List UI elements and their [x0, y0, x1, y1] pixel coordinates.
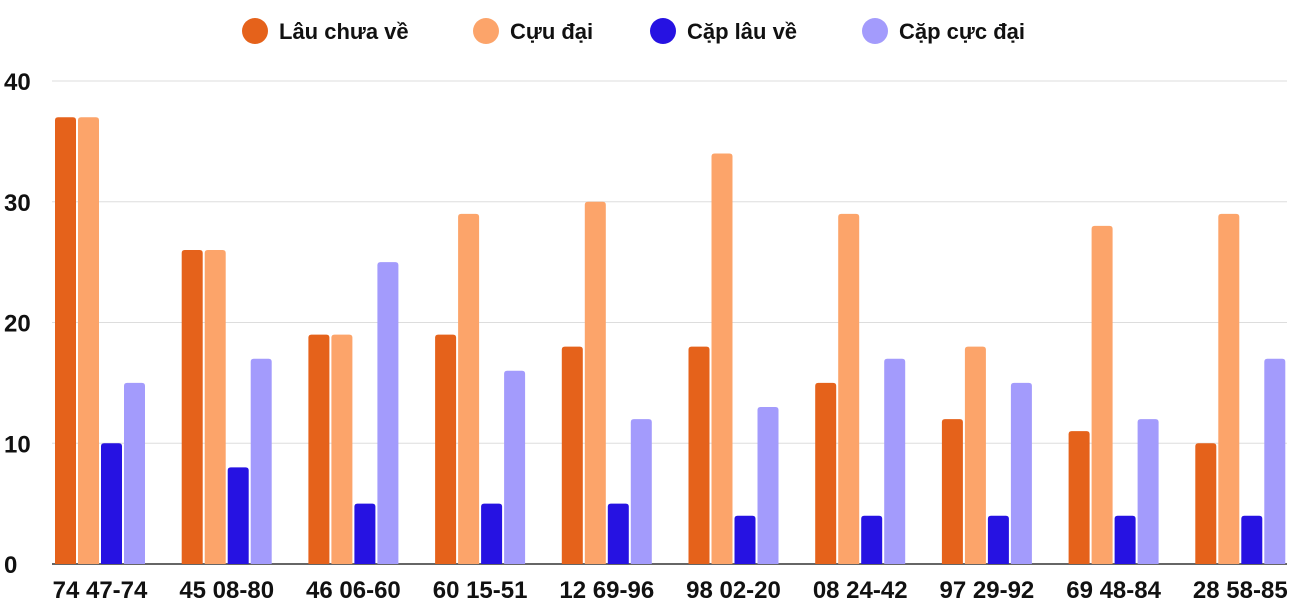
- x-tick-label: 97 29-92: [940, 577, 1035, 600]
- bar: [250, 358, 272, 564]
- bar: [584, 201, 606, 564]
- y-tick-label: 40: [4, 69, 31, 96]
- bar: [630, 419, 652, 564]
- bar: [688, 346, 710, 564]
- legend-label: Lâu chưa về: [279, 19, 409, 44]
- bar: [204, 250, 226, 565]
- y-tick-label: 0: [4, 552, 17, 579]
- bar-group: [308, 262, 399, 564]
- x-tick-label: 08 24-42: [813, 577, 908, 600]
- bar: [861, 515, 883, 564]
- bar: [504, 370, 526, 564]
- legend-label: Cặp lâu về: [687, 19, 797, 44]
- legend-item: Cặp cực đại: [862, 18, 1025, 44]
- bar-group: [941, 346, 1032, 564]
- x-tick-label: 69 48-84: [1066, 577, 1161, 600]
- bar: [884, 358, 906, 564]
- legend-item: Lâu chưa về: [242, 18, 409, 44]
- bar: [481, 503, 503, 564]
- bar: [458, 213, 480, 564]
- bar-group: [435, 213, 526, 564]
- bar-group: [561, 201, 652, 564]
- legend-item: Cựu đại: [473, 18, 593, 44]
- legend-swatch: [242, 18, 268, 44]
- bar: [1068, 431, 1090, 564]
- bar: [55, 117, 76, 564]
- bar: [734, 515, 756, 564]
- bar: [1264, 358, 1286, 564]
- bar: [757, 407, 779, 564]
- x-tick-label: 60 15-51: [433, 577, 528, 600]
- x-tick-label: 46 06-60: [306, 577, 401, 600]
- bar: [815, 382, 837, 564]
- x-tick-label: 28 58-85: [1193, 577, 1288, 600]
- x-tick-label: 98 02-20: [686, 577, 781, 600]
- bar-group: [688, 153, 779, 564]
- bar: [78, 117, 99, 564]
- bars: [55, 117, 1286, 565]
- x-axis: 74 47-74 45 08-80 46 06-60 60 15-51 12 69-96…: [53, 577, 1288, 600]
- bar: [1114, 515, 1136, 564]
- bar: [987, 515, 1009, 564]
- bar: [124, 382, 145, 564]
- bar-group: [815, 213, 906, 564]
- bar-group: [181, 250, 272, 565]
- bar-group: [55, 117, 145, 564]
- bar: [1218, 213, 1240, 564]
- bar: [1010, 382, 1032, 564]
- x-tick-label: 74 47-74: [53, 577, 148, 600]
- bar: [435, 334, 457, 564]
- bar: [1137, 419, 1159, 564]
- bar-group: [1068, 225, 1159, 564]
- bar: [561, 346, 583, 564]
- bar: [711, 153, 733, 564]
- bar: [377, 262, 399, 564]
- legend-swatch: [862, 18, 888, 44]
- bar: [838, 213, 860, 564]
- y-axis: 0 10 20 30 40: [4, 69, 31, 579]
- legend-item: Cặp lâu về: [650, 18, 797, 44]
- x-tick-label: 12 69-96: [559, 577, 654, 600]
- bar-group: [1195, 213, 1286, 564]
- bar: [607, 503, 629, 564]
- bar: [1241, 515, 1263, 564]
- legend-swatch: [650, 18, 676, 44]
- legend-swatch: [473, 18, 499, 44]
- bar: [354, 503, 376, 564]
- y-tick-label: 10: [4, 431, 31, 458]
- bar: [308, 334, 330, 564]
- bar: [1091, 225, 1113, 564]
- bar: [1195, 443, 1217, 564]
- y-tick-label: 30: [4, 190, 31, 217]
- bar: [181, 250, 203, 565]
- bar: [101, 443, 122, 564]
- y-tick-label: 20: [4, 311, 31, 338]
- x-tick-label: 45 08-80: [179, 577, 274, 600]
- bar: [964, 346, 986, 564]
- legend-label: Cặp cực đại: [899, 19, 1025, 44]
- bar: [331, 334, 353, 564]
- bar: [941, 419, 963, 564]
- legend-label: Cựu đại: [510, 19, 593, 44]
- bar: [227, 467, 249, 564]
- legend: Lâu chưa về Cựu đại Cặp lâu về Cặp cực đại: [242, 18, 1025, 44]
